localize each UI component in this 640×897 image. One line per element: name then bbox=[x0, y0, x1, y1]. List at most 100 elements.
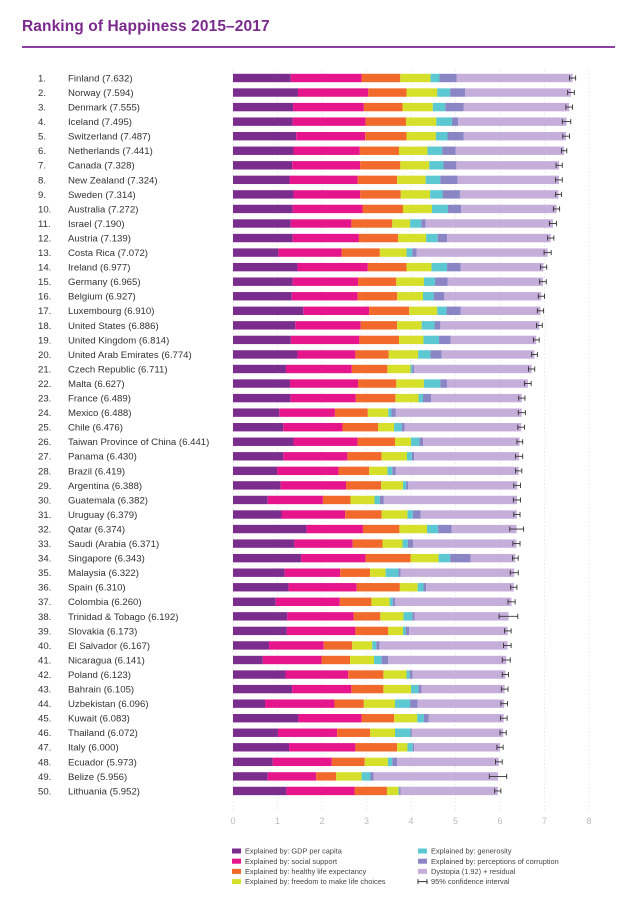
bar-segment-social bbox=[289, 743, 356, 752]
bar-segment-corruption bbox=[418, 684, 422, 694]
bar-segment-corruption bbox=[421, 219, 426, 228]
row-32: 32. Qatar (6.374) bbox=[38, 524, 525, 535]
bar-segment-corruption bbox=[412, 248, 417, 257]
bar-segment-corruption bbox=[406, 481, 409, 490]
bar-segment-freedom bbox=[396, 277, 424, 286]
bar-segment-freedom bbox=[380, 612, 404, 621]
bar-segment-generosity bbox=[402, 539, 408, 548]
bar-segment-dystopia bbox=[461, 204, 557, 214]
row-33: 33. Saudi (Arabia (6.371) bbox=[38, 539, 521, 550]
bar-segment-freedom bbox=[395, 393, 419, 403]
rank-label: 26. bbox=[38, 437, 51, 448]
row-35: 35. Malaysia (6.322) bbox=[38, 568, 519, 579]
row-18: 18. United States (6.886) bbox=[38, 321, 543, 332]
bar-segment-corruption bbox=[401, 423, 405, 432]
bar-segment-corruption bbox=[450, 553, 471, 563]
rank-label: 5. bbox=[38, 132, 46, 143]
rank-label: 1. bbox=[38, 73, 46, 84]
country-label: Uruguay (6.379) bbox=[68, 510, 137, 521]
bar-segment-health bbox=[354, 786, 387, 796]
bar-segment-generosity bbox=[435, 132, 448, 141]
bar-segment-gdp bbox=[233, 335, 291, 345]
bar-segment-dystopia bbox=[373, 772, 499, 781]
bar-segment-social bbox=[288, 583, 357, 592]
bar-segment-freedom bbox=[400, 161, 430, 170]
rank-label: 37. bbox=[38, 597, 51, 608]
bar-segment-dystopia bbox=[412, 670, 506, 679]
legend-label: Explained by: generosity bbox=[431, 847, 512, 856]
confidence-interval bbox=[568, 75, 577, 81]
rank-label: 14. bbox=[38, 263, 51, 274]
bar-segment-gdp bbox=[233, 786, 287, 796]
confidence-interval bbox=[517, 424, 525, 430]
confidence-interval bbox=[509, 570, 519, 576]
bar-segment-generosity bbox=[361, 772, 371, 781]
bar-segment-social bbox=[280, 481, 347, 490]
bar-segment-corruption bbox=[439, 73, 457, 83]
bar-segment-generosity bbox=[421, 321, 435, 330]
bar-segment-gdp bbox=[233, 539, 295, 548]
bar-segment-freedom bbox=[386, 786, 399, 796]
bar-segment-gdp bbox=[233, 350, 298, 359]
confidence-interval bbox=[555, 177, 563, 183]
bar-segment-freedom bbox=[350, 655, 375, 665]
bar-segment-health bbox=[347, 452, 382, 461]
tick-label: 6 bbox=[497, 816, 502, 826]
bar-segment-freedom bbox=[367, 408, 389, 417]
country-label: Canada (7.328) bbox=[68, 161, 135, 172]
row-21: 21. Czech Republic (6.711) bbox=[38, 364, 536, 375]
bar-segment-social bbox=[277, 728, 338, 737]
rank-label: 24. bbox=[38, 408, 51, 419]
bar-segment-health bbox=[360, 321, 398, 330]
bar-segment-health bbox=[360, 161, 401, 170]
bar-segment-gdp bbox=[233, 626, 287, 636]
country-label: Guatemala (6.382) bbox=[68, 495, 148, 506]
bar-segment-gdp bbox=[233, 102, 294, 112]
bar-segment-social bbox=[283, 423, 343, 432]
bar-segment-health bbox=[337, 728, 371, 737]
bar-segment-gdp bbox=[233, 219, 291, 228]
bar-segment-generosity bbox=[372, 641, 377, 650]
legend-label: 95% confidence interval bbox=[431, 877, 510, 886]
country-label: Slovakia (6.173) bbox=[68, 626, 137, 637]
bar-segment-health bbox=[334, 408, 368, 417]
row-4: 4. Iceland (7.495) bbox=[38, 117, 572, 128]
bar-segment-corruption bbox=[423, 393, 432, 403]
bar-segment-freedom bbox=[369, 466, 388, 476]
country-label: Austria (7.139) bbox=[68, 233, 131, 244]
bar-segment-health bbox=[339, 597, 372, 606]
confidence-interval bbox=[500, 701, 509, 707]
bar-segment-social bbox=[262, 655, 322, 665]
bar-segment-dystopia bbox=[447, 233, 551, 243]
confidence-interval bbox=[509, 526, 525, 532]
row-7: 7. Canada (7.328) bbox=[38, 161, 563, 172]
bar-segment-dystopia bbox=[397, 757, 499, 767]
bar-segment-freedom bbox=[381, 452, 407, 461]
bar-segment-health bbox=[361, 73, 401, 83]
bar-segment-corruption bbox=[451, 117, 459, 126]
country-label: Sweden (7.314) bbox=[68, 190, 136, 201]
bar-segment-corruption bbox=[391, 408, 396, 417]
rank-label: 28. bbox=[38, 466, 51, 477]
legend-entry-corruption: Explained by: perceptions of corruption bbox=[418, 857, 559, 866]
country-label: Spain (6.310) bbox=[68, 583, 126, 594]
bar-segment-generosity bbox=[430, 190, 443, 199]
tick-label: 0 bbox=[230, 816, 235, 826]
bar-segment-gdp bbox=[233, 728, 278, 737]
bar-segment-health bbox=[369, 306, 410, 315]
bar-segment-social bbox=[267, 495, 323, 505]
rank-label: 42. bbox=[38, 670, 51, 681]
bar-segment-dystopia bbox=[460, 262, 544, 272]
bar-segment-generosity bbox=[427, 524, 439, 534]
bar-segment-gdp bbox=[233, 510, 282, 519]
bar-segment-dystopia bbox=[447, 379, 528, 388]
country-label: Netherlands (7.441) bbox=[68, 146, 153, 157]
bar-segment-corruption bbox=[376, 641, 380, 650]
bar-segment-gdp bbox=[233, 277, 293, 286]
confidence-interval bbox=[531, 351, 538, 358]
bar-segment-dystopia bbox=[456, 161, 560, 170]
legend-swatch bbox=[418, 868, 427, 874]
bar-segment-freedom bbox=[381, 481, 403, 490]
bar-segment-gdp bbox=[233, 379, 290, 388]
row-27: 27. Panama (6.430) bbox=[38, 452, 524, 463]
